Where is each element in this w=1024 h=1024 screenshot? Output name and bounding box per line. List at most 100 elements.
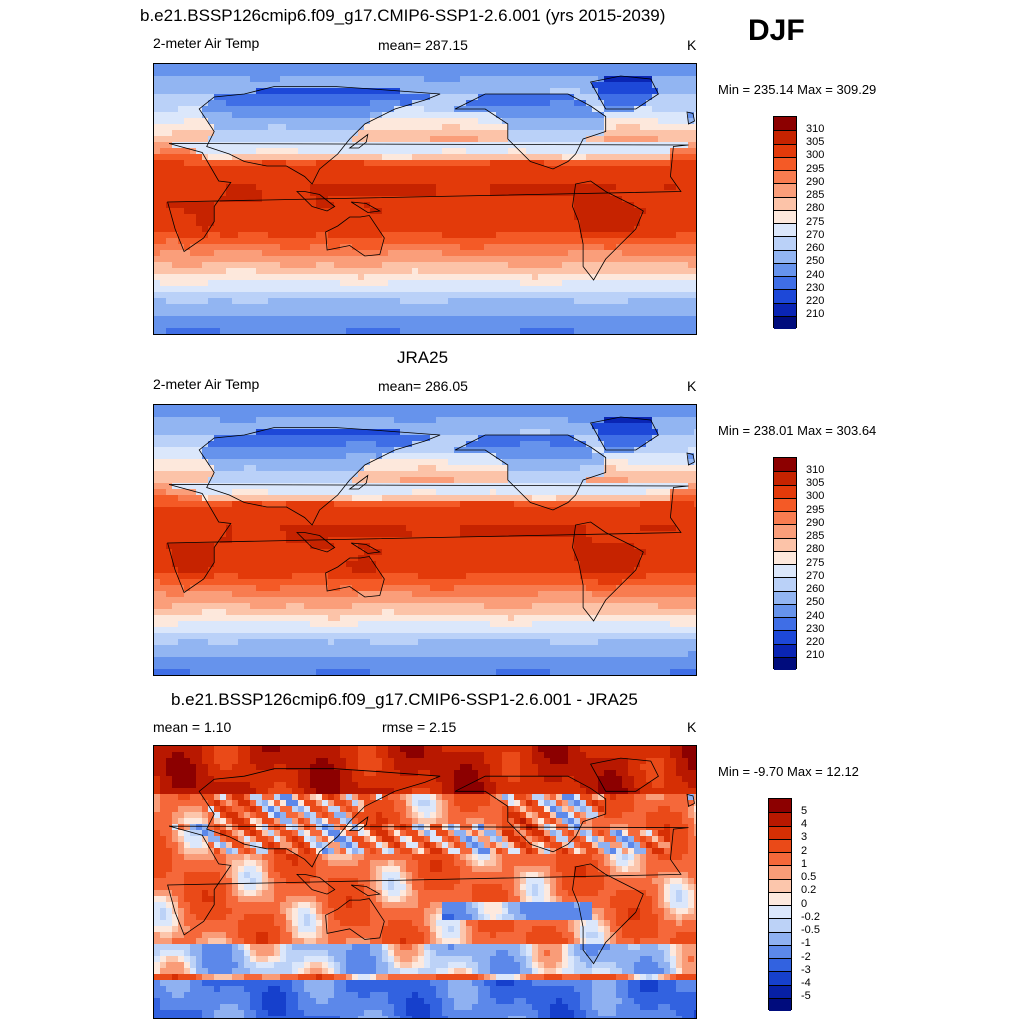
contour-fill-cell	[652, 429, 659, 436]
contour-fill-cell	[526, 214, 533, 221]
contour-fill-cell	[664, 441, 671, 448]
contour-fill-cell	[574, 154, 581, 161]
contour-fill-cell	[154, 429, 161, 436]
contour-fill-cell	[304, 244, 311, 251]
contour-fill-cell	[334, 429, 341, 436]
contour-fill-cell	[388, 441, 395, 448]
contour-fill-cell	[280, 238, 287, 245]
contour-fill-cell	[676, 64, 683, 71]
contour-fill-cell	[478, 124, 485, 131]
contour-fill-cell	[268, 160, 275, 167]
contour-fill-cell	[388, 142, 395, 149]
contour-fill-cell	[436, 166, 443, 173]
contour-fill-cell	[154, 94, 161, 101]
contour-fill-cell	[538, 453, 545, 460]
contour-fill-cell	[412, 166, 419, 173]
contour-fill-cell	[274, 447, 281, 454]
contour-fill-cell	[472, 184, 479, 191]
contour-fill-cell	[160, 256, 167, 263]
contour-fill-cell	[490, 280, 497, 287]
contour-fill-cell	[556, 196, 563, 203]
contour-fill-cell	[334, 136, 341, 143]
contour-fill-cell	[226, 208, 233, 215]
contour-fill-cell	[532, 202, 539, 209]
contour-fill-cell	[502, 82, 509, 89]
contour-fill-cell	[448, 166, 455, 173]
contour-fill-cell	[616, 220, 623, 227]
contour-fill-cell	[406, 280, 413, 287]
contour-fill-cell	[562, 447, 569, 454]
contour-fill-cell	[526, 112, 533, 119]
contour-fill-cell	[502, 190, 509, 197]
contour-fill-cell	[586, 130, 593, 137]
contour-fill-cell	[532, 435, 539, 442]
contour-fill-cell	[190, 166, 197, 173]
contour-fill-cell	[688, 447, 695, 454]
contour-fill-cell	[190, 94, 197, 101]
contour-fill-cell	[544, 196, 551, 203]
contour-fill-cell	[676, 441, 683, 448]
contour-fill-cell	[604, 292, 611, 299]
contour-fill-cell	[676, 190, 683, 197]
contour-fill-cell	[562, 142, 569, 149]
contour-fill-cell	[190, 178, 197, 185]
contour-fill-cell	[616, 154, 623, 161]
contour-fill-cell	[592, 118, 599, 125]
contour-fill-cell	[322, 148, 329, 155]
contour-fill-cell	[370, 453, 377, 460]
contour-fill-cell	[496, 154, 503, 161]
contour-fill-cell	[376, 304, 383, 311]
contour-fill-cell	[526, 250, 533, 257]
contour-fill-cell	[610, 316, 617, 323]
contour-fill-cell	[640, 417, 647, 424]
contour-fill-cell	[460, 268, 467, 275]
contour-fill-cell	[388, 82, 395, 89]
contour-fill-cell	[634, 220, 641, 227]
contour-fill-cell	[364, 166, 371, 173]
colorbar-tick-label: 295	[806, 162, 825, 175]
contour-fill-cell	[262, 316, 269, 323]
contour-fill-cell	[298, 142, 305, 149]
contour-fill-cell	[556, 292, 563, 299]
panel1-units-label: K	[687, 37, 697, 53]
contour-fill-cell	[604, 256, 611, 263]
contour-fill-cell	[256, 459, 263, 466]
contour-fill-cell	[340, 411, 347, 418]
contour-fill-cell	[388, 76, 395, 83]
contour-fill-cell	[358, 94, 365, 101]
contour-fill-cell	[448, 160, 455, 167]
coastline	[167, 143, 689, 253]
contour-fill-cell	[604, 280, 611, 287]
contour-fill-cell	[550, 70, 557, 77]
contour-fill-cell	[238, 292, 245, 299]
contour-fill-cell	[196, 250, 203, 257]
contour-fill-cell	[196, 64, 203, 71]
contour-fill-cell	[622, 220, 629, 227]
contour-fill-cell	[406, 310, 413, 317]
contour-fill-cell	[268, 88, 275, 95]
contour-fill-cell	[634, 64, 641, 71]
contour-fill-cell	[190, 130, 197, 137]
contour-fill-cell	[418, 274, 425, 281]
contour-fill-cell	[232, 244, 239, 251]
contour-fill-cell	[526, 118, 533, 125]
contour-fill-cell	[532, 286, 539, 293]
contour-fill-cell	[424, 441, 431, 448]
contour-fill-cell	[430, 435, 437, 442]
contour-fill-cell	[382, 118, 389, 125]
contour-fill-cell	[286, 100, 293, 107]
contour-fill-cell	[622, 411, 629, 418]
contour-fill-cell	[310, 232, 317, 239]
contour-fill-cell	[250, 100, 257, 107]
contour-fill-cell	[298, 441, 305, 448]
contour-fill-cell	[652, 208, 659, 215]
contour-fill-cell	[286, 130, 293, 137]
contour-fill-cell	[658, 64, 665, 71]
contour-fill-cell	[418, 411, 425, 418]
contour-fill-cell	[280, 244, 287, 251]
contour-fill-cell	[382, 238, 389, 245]
contour-fill-cell	[424, 292, 431, 299]
contour-fill-cell	[268, 118, 275, 125]
contour-fill-cell	[634, 82, 641, 89]
contour-fill-cell	[508, 178, 515, 185]
